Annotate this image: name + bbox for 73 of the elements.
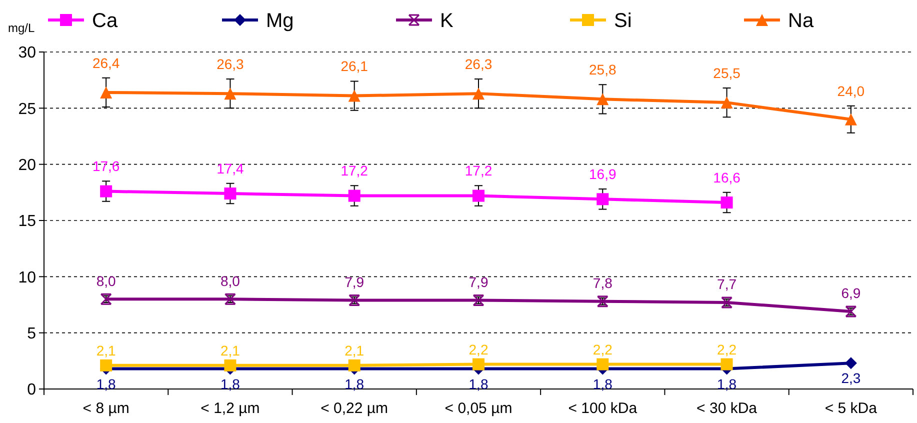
data-label: 2,2 — [592, 341, 613, 358]
data-label: 2,2 — [717, 341, 737, 358]
data-label: 26,3 — [464, 56, 492, 72]
data-label: 1,8 — [344, 376, 364, 392]
point — [472, 88, 484, 100]
point — [100, 86, 112, 98]
point — [844, 357, 857, 370]
y-tick-label: 5 — [27, 325, 36, 342]
point — [472, 190, 484, 202]
legend-label: Na — [788, 10, 814, 32]
legend-label: Ca — [92, 10, 118, 32]
data-label: 26,1 — [340, 58, 368, 74]
data-label: 25,8 — [589, 62, 616, 78]
data-label: 26,4 — [92, 54, 120, 71]
x-tick-label: < 8 µm — [82, 400, 130, 417]
y-tick-label: 0 — [27, 382, 36, 399]
point — [348, 90, 360, 102]
data-label: 7,8 — [592, 275, 613, 292]
point — [844, 113, 857, 126]
data-label: 2,1 — [344, 342, 364, 358]
data-label: 24,0 — [837, 82, 865, 99]
data-label: 7,9 — [344, 274, 364, 290]
data-label: 16,9 — [589, 166, 616, 182]
data-label: 2,1 — [96, 342, 116, 358]
legend-label: Si — [614, 10, 632, 32]
data-label: 7,7 — [717, 276, 737, 292]
point — [224, 359, 236, 372]
y-tick-label: 20 — [18, 156, 36, 174]
x-tick-label: < 5 kDa — [824, 400, 878, 417]
legend-label: Mg — [266, 10, 294, 32]
point — [720, 358, 733, 370]
x-tick-label: < 30 kDa — [696, 400, 758, 417]
data-label: 1,8 — [96, 376, 116, 392]
point — [596, 193, 609, 206]
data-label: 1,8 — [220, 376, 240, 392]
point — [472, 358, 484, 370]
point — [224, 188, 236, 200]
data-label: 1,8 — [717, 376, 737, 392]
x-tick-label: < 100 kDa — [568, 400, 638, 417]
point — [348, 359, 360, 372]
point — [348, 190, 360, 202]
data-label: 1,8 — [468, 376, 488, 392]
point — [720, 196, 733, 209]
point — [224, 88, 236, 100]
data-label: 26,3 — [216, 56, 244, 72]
data-label: 17,4 — [216, 160, 244, 176]
x-tick-label: < 0,05 µm — [444, 400, 512, 417]
data-label: 16,6 — [713, 169, 741, 186]
point — [720, 96, 733, 109]
point — [100, 185, 112, 198]
y-tick-label: 25 — [18, 100, 36, 118]
data-label: 2,1 — [220, 342, 240, 358]
data-label: 7,9 — [468, 274, 488, 290]
data-label: 17,2 — [464, 162, 492, 179]
data-label: 8,0 — [96, 272, 116, 289]
point — [596, 93, 609, 106]
x-tick-label: < 1,2 µm — [200, 400, 260, 417]
data-label: 25,5 — [713, 64, 741, 81]
data-label: 17,6 — [92, 158, 120, 174]
y-tick-label: 30 — [18, 44, 36, 62]
point — [596, 358, 609, 370]
y-tick-label: 10 — [18, 269, 36, 286]
data-label: 6,9 — [841, 285, 861, 302]
data-label: 2,3 — [841, 370, 861, 386]
data-label: 1,8 — [592, 376, 613, 392]
data-label: 17,2 — [340, 162, 368, 179]
data-label: 8,0 — [220, 272, 240, 289]
x-tick-label: < 0,22 µm — [320, 400, 388, 417]
point — [100, 359, 112, 372]
legend-label: K — [440, 10, 454, 32]
data-label: 2,2 — [468, 341, 488, 358]
y-tick-label: 15 — [18, 213, 36, 230]
y-axis-title: mg/L — [8, 21, 36, 35]
